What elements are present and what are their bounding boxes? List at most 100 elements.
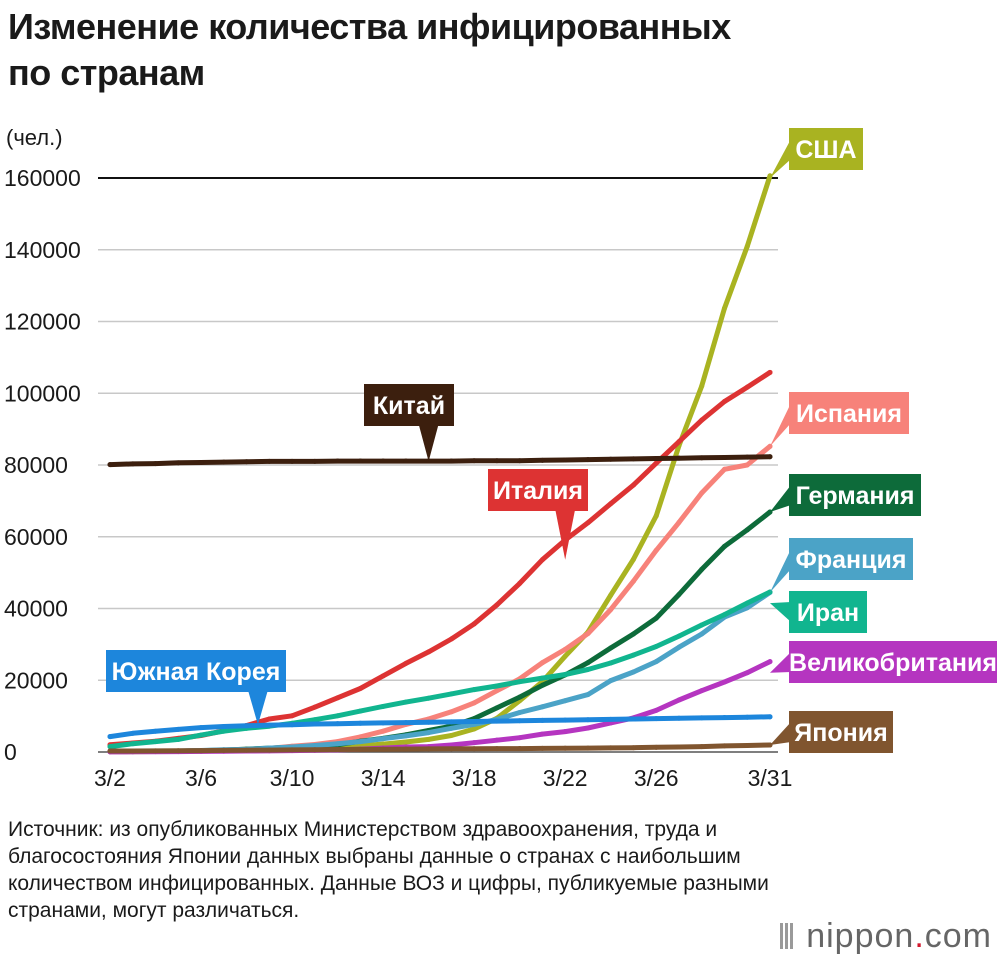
data-point [517, 580, 523, 586]
data-point [380, 728, 386, 734]
data-point [107, 748, 113, 754]
data-point [585, 725, 591, 731]
series-label-Великобритания: Великобритания [770, 641, 997, 683]
series-Япония [107, 742, 773, 754]
data-point [244, 459, 250, 465]
data-point [175, 748, 181, 754]
data-point [494, 683, 500, 689]
series-Южная Корея [107, 714, 773, 740]
data-point [221, 747, 227, 753]
series-label-Италия: Италия [488, 469, 588, 560]
data-point [198, 725, 204, 731]
data-point [289, 722, 295, 728]
data-point [539, 704, 545, 710]
data-point [380, 703, 386, 709]
chart-title-line-2: по странам [8, 52, 205, 93]
data-point [517, 735, 523, 741]
data-point [562, 729, 568, 735]
data-point [517, 679, 523, 685]
data-point [448, 725, 454, 731]
data-point [312, 458, 318, 464]
brand-name: nippon [806, 917, 915, 955]
label-text: Южная Корея [112, 658, 281, 686]
y-axis-unit-label: (чел.) [6, 125, 63, 150]
data-point [130, 461, 136, 467]
data-point [699, 455, 705, 461]
data-point [744, 384, 750, 390]
y-tick-label: 60000 [4, 524, 68, 550]
data-point [767, 369, 773, 375]
series-label-Испания: Испания [770, 392, 909, 447]
series-Иран [107, 589, 773, 750]
data-point [335, 741, 341, 747]
x-tick-label: 3/10 [270, 765, 315, 791]
data-point [767, 454, 773, 460]
data-point [130, 748, 136, 754]
data-point [608, 645, 614, 651]
data-point [403, 746, 409, 752]
y-tick-label: 120000 [4, 309, 81, 335]
data-point [448, 458, 454, 464]
data-point [517, 710, 523, 716]
data-point [562, 745, 568, 751]
data-point [448, 746, 454, 752]
data-point [539, 682, 545, 688]
data-point [403, 720, 409, 726]
data-point [653, 644, 659, 650]
data-point [562, 457, 568, 463]
data-point [699, 744, 705, 750]
data-point [426, 736, 432, 742]
data-point [744, 454, 750, 460]
data-point [403, 458, 409, 464]
data-point [153, 739, 159, 745]
data-point [562, 698, 568, 704]
data-point [699, 490, 705, 496]
data-point [426, 649, 432, 655]
data-point [539, 717, 545, 723]
data-point [585, 631, 591, 637]
data-point [744, 670, 750, 676]
label-text: Иран [797, 599, 859, 627]
label-box [488, 469, 588, 511]
data-point [494, 458, 500, 464]
data-point [676, 697, 682, 703]
label-text: Великобритания [789, 649, 997, 677]
label-text: Италия [493, 477, 583, 505]
label-text: Испания [796, 400, 902, 428]
data-point [767, 659, 773, 665]
y-tick-label: 80000 [4, 452, 68, 478]
data-point [539, 457, 545, 463]
data-point [744, 743, 750, 749]
data-point [312, 704, 318, 710]
data-point [585, 457, 591, 463]
data-point [357, 746, 363, 752]
data-point [221, 724, 227, 730]
data-point [630, 716, 636, 722]
label-box [789, 711, 893, 753]
data-point [767, 173, 773, 179]
data-point [585, 660, 591, 666]
data-point [608, 456, 614, 462]
data-point [357, 739, 363, 745]
data-point [471, 746, 477, 752]
series-Китай [107, 454, 773, 468]
label-pointer [418, 424, 439, 462]
label-text: США [795, 136, 856, 164]
data-point [471, 700, 477, 706]
data-point [448, 742, 454, 748]
data-point [676, 519, 682, 525]
data-point [585, 745, 591, 751]
data-point [357, 734, 363, 740]
data-point [653, 744, 659, 750]
series-label-Япония: Япония [770, 711, 893, 753]
series-label-Германия: Германия [770, 474, 921, 516]
data-point [608, 716, 614, 722]
data-point [630, 456, 636, 462]
data-point [721, 612, 727, 618]
data-point [608, 660, 614, 666]
data-point [380, 720, 386, 726]
data-point [721, 466, 727, 472]
data-point [198, 748, 204, 754]
data-point [426, 730, 432, 736]
data-point [335, 747, 341, 753]
